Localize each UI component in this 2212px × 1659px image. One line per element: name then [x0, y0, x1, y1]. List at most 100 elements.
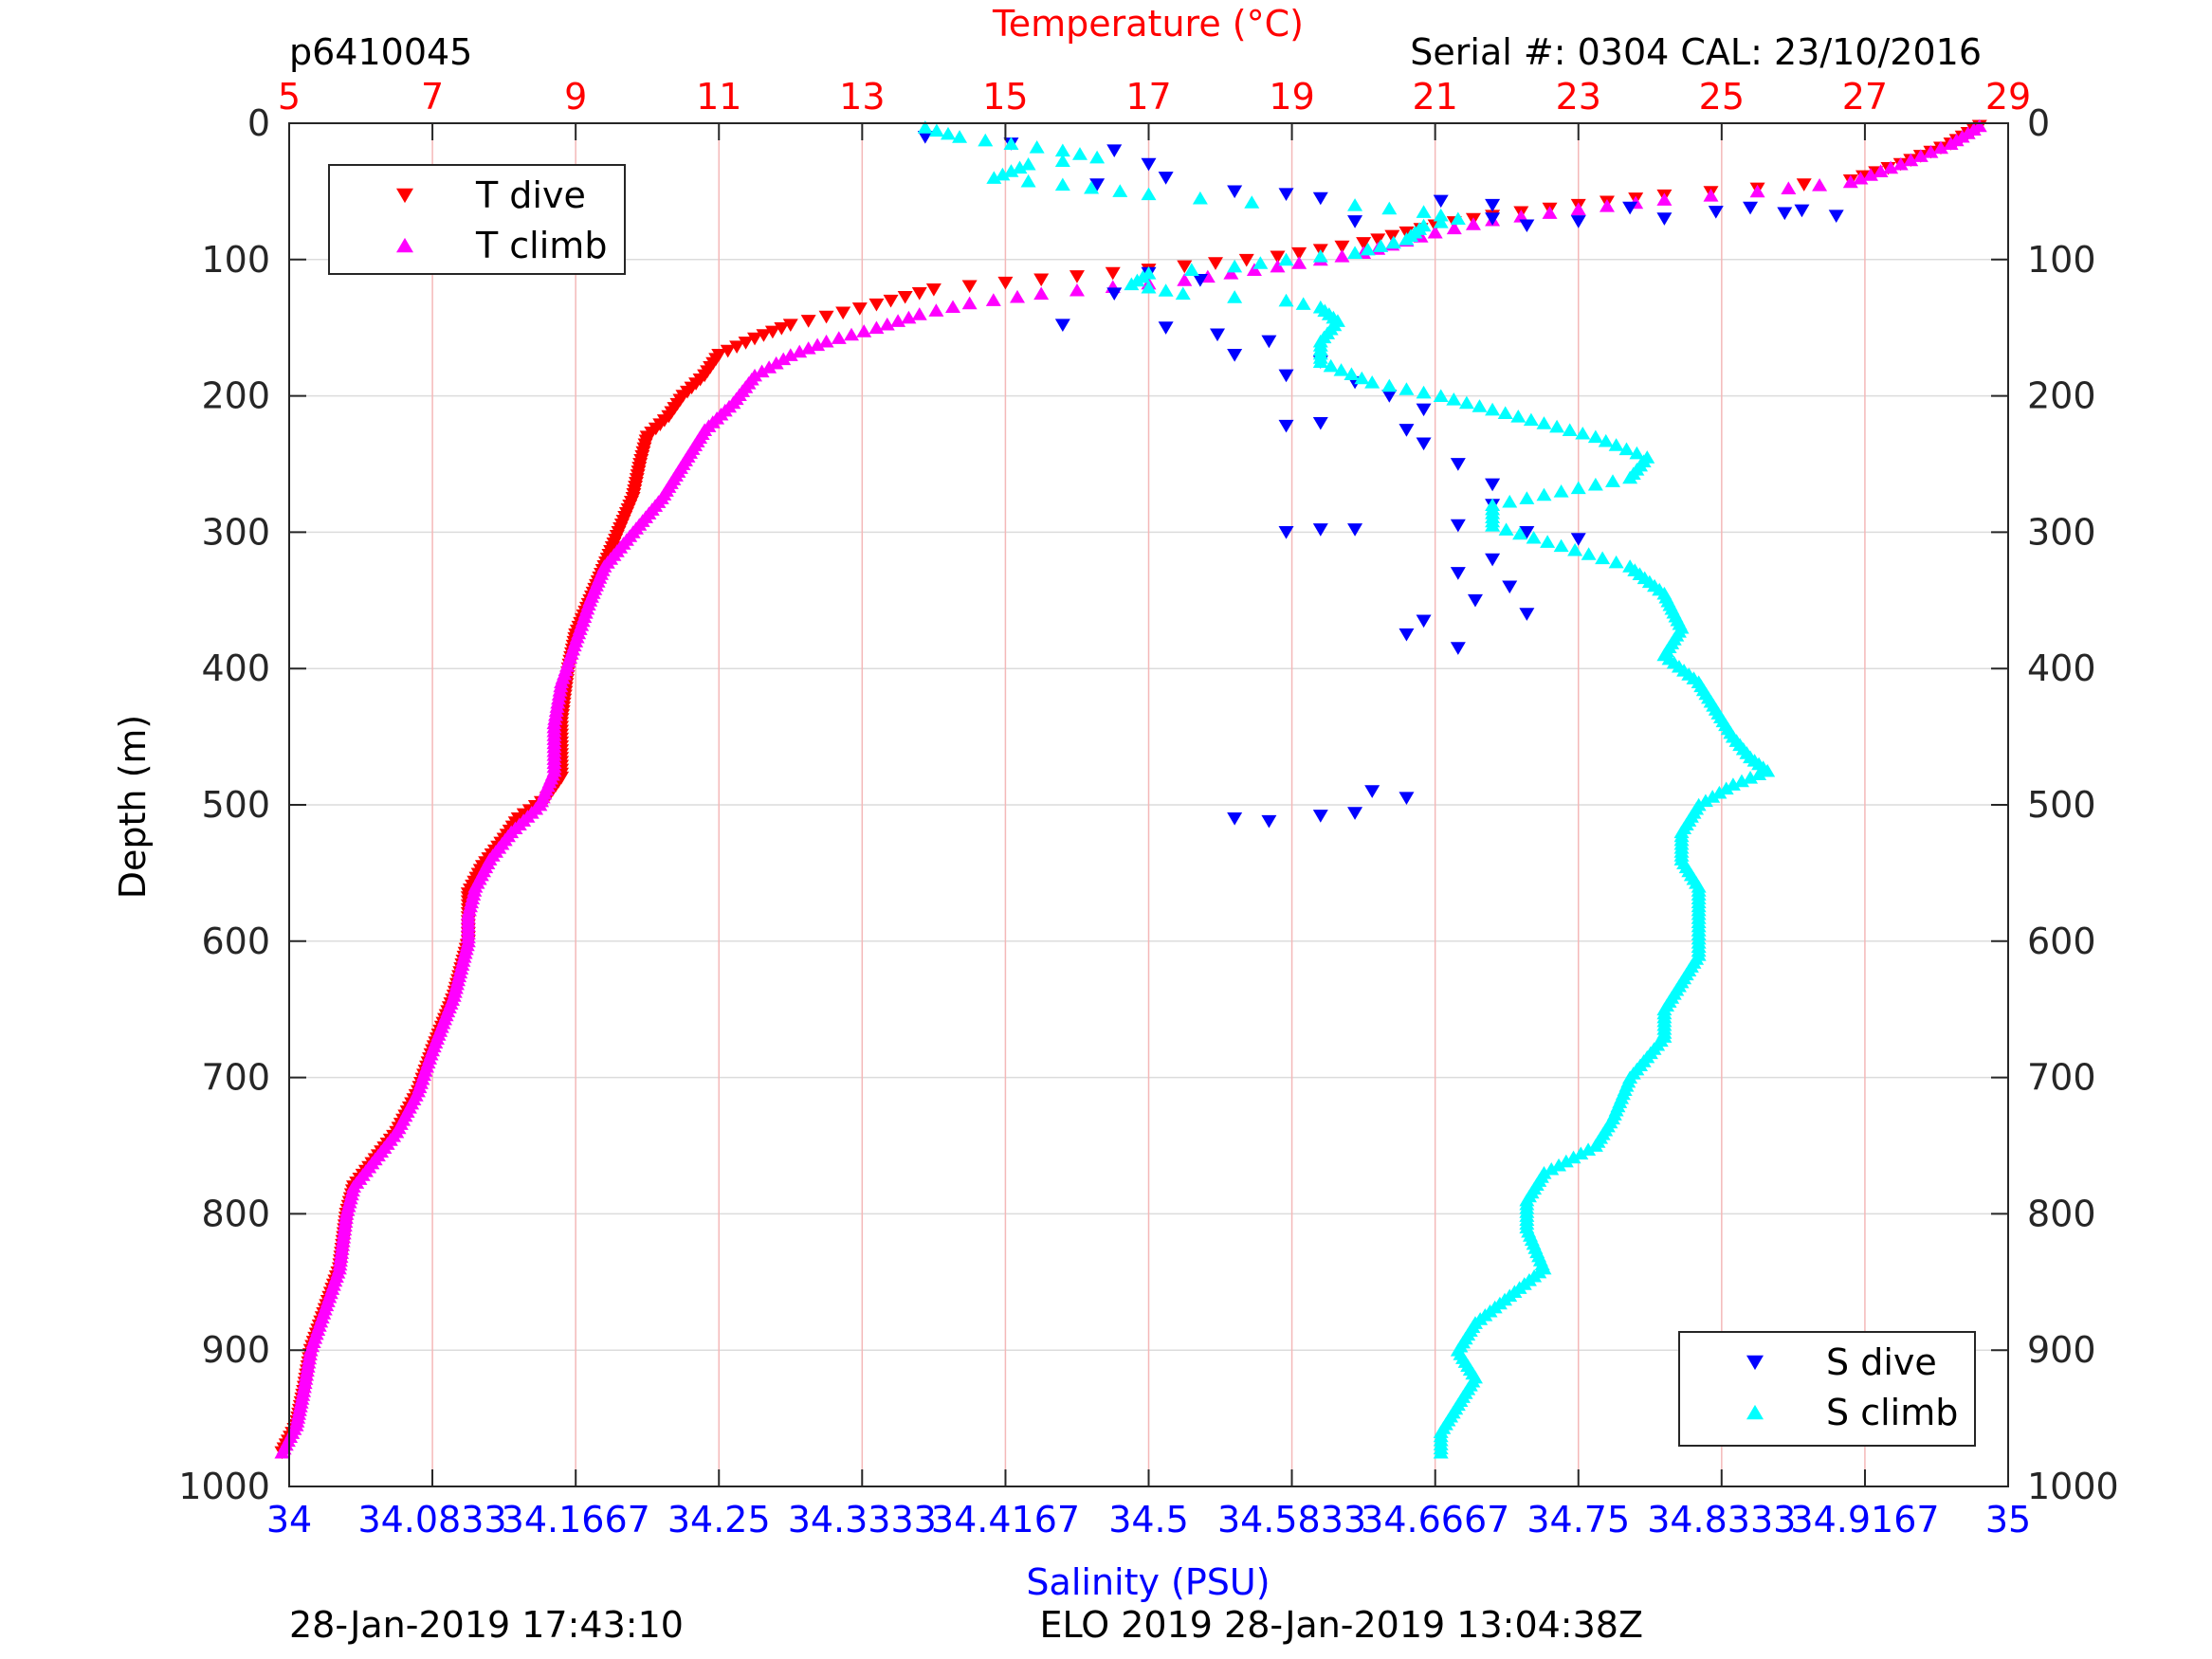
- sal-tick-label: 34.6667: [1361, 1499, 1509, 1540]
- sal-tick-label: 34.1667: [502, 1499, 650, 1540]
- y-tick-label-left: 800: [201, 1193, 270, 1234]
- data-point: [1575, 426, 1591, 440]
- temp-tick-label: 23: [1556, 76, 1601, 118]
- data-point: [1416, 403, 1432, 417]
- data-point: [1334, 249, 1350, 263]
- data-point: [1398, 792, 1415, 806]
- data-point: [1570, 215, 1586, 228]
- data-point: [1781, 181, 1797, 194]
- data-point: [1003, 164, 1019, 177]
- data-point: [1227, 259, 1243, 273]
- data-point: [1446, 221, 1462, 235]
- data-point: [1629, 446, 1645, 460]
- data-point: [720, 344, 736, 358]
- data-point: [1069, 283, 1085, 297]
- footer-timestamp: 28-Jan-2019 17:43:10: [289, 1604, 684, 1646]
- data-point: [1158, 283, 1174, 297]
- data-point: [747, 332, 763, 346]
- data-point: [1244, 195, 1260, 209]
- data-point: [800, 341, 816, 355]
- data-point: [1347, 198, 1363, 211]
- data-point: [856, 324, 872, 337]
- data-point: [1278, 293, 1294, 307]
- data-point: [792, 344, 808, 358]
- sal-tick-label: 34.3333: [788, 1499, 937, 1540]
- data-point: [917, 130, 933, 144]
- y-tick-label-right: 500: [2027, 784, 2096, 826]
- data-point: [1105, 266, 1121, 281]
- data-point: [1416, 205, 1432, 218]
- data-point: [800, 315, 816, 328]
- data-point: [1565, 1150, 1581, 1164]
- temp-tick-label: 17: [1125, 76, 1171, 118]
- data-point: [851, 302, 868, 316]
- data-point: [1106, 287, 1123, 301]
- data-point: [1223, 265, 1239, 280]
- data-point: [1354, 371, 1370, 385]
- data-point: [1544, 1161, 1560, 1176]
- legend-label: T climb: [475, 225, 607, 266]
- data-point: [1733, 774, 1749, 788]
- data-point: [1608, 438, 1624, 451]
- data-point: [1465, 217, 1481, 230]
- data-point: [1141, 187, 1157, 201]
- data-point: [1708, 206, 1724, 219]
- data-point: [1208, 257, 1224, 270]
- data-point: [1570, 481, 1586, 495]
- data-point: [868, 320, 885, 335]
- data-point: [274, 1445, 290, 1459]
- data-point: [1622, 201, 1638, 215]
- sal-tick-label: 34.4167: [931, 1499, 1080, 1540]
- data-point: [961, 280, 978, 294]
- y-tick-label-right: 200: [2027, 375, 2096, 417]
- legend-marker: [396, 237, 413, 253]
- data-point: [1467, 593, 1483, 608]
- data-point: [1364, 785, 1380, 798]
- legend-salinity: S dive S climb: [1678, 1331, 1976, 1447]
- data-point: [1278, 419, 1294, 433]
- data-point: [768, 356, 784, 370]
- data-point: [1312, 523, 1328, 537]
- data-point: [1536, 487, 1552, 501]
- temp-tick-label: 7: [421, 76, 444, 118]
- data-point: [844, 327, 860, 341]
- legend-marker: [1746, 1355, 1764, 1371]
- data-point: [1427, 225, 1443, 239]
- data-point: [1553, 538, 1569, 553]
- data-point: [890, 314, 906, 327]
- data-point: [776, 352, 792, 366]
- data-point: [1312, 355, 1328, 369]
- data-point: [729, 340, 745, 355]
- data-point: [1347, 215, 1363, 228]
- axes-layer: 0 0 100 100 200 200 300 300 400 400 500 500 600 600 70…: [178, 76, 2118, 1540]
- data-point: [1158, 321, 1174, 335]
- y-tick-label-right: 300: [2027, 511, 2096, 553]
- data-point: [1261, 814, 1277, 829]
- data-point: [1347, 807, 1363, 820]
- legend-box: [1678, 1331, 1976, 1447]
- data-point: [761, 360, 777, 374]
- data-point: [1177, 260, 1193, 274]
- sal-tick-label: 34.5833: [1217, 1499, 1366, 1540]
- data-point: [1502, 494, 1518, 508]
- data-point: [1570, 202, 1586, 215]
- data-point: [1278, 252, 1294, 266]
- series-s-dive: [917, 130, 1844, 829]
- data-point: [1553, 484, 1569, 498]
- data-point: [1054, 154, 1070, 167]
- y-tick-label-left: 500: [201, 784, 270, 826]
- data-point: [831, 331, 847, 344]
- data-point: [835, 306, 851, 320]
- legend-temperature: T dive T climb: [328, 164, 626, 275]
- data-point: [1450, 567, 1466, 580]
- data-point: [1581, 547, 1597, 560]
- data-point: [1510, 409, 1526, 423]
- data-point: [1433, 389, 1449, 402]
- data-point: [1278, 188, 1294, 201]
- data-point: [1883, 160, 1899, 174]
- data-point: [961, 296, 978, 310]
- legend-box: [328, 164, 626, 275]
- data-point: [1853, 171, 1869, 185]
- data-point: [1812, 177, 1828, 191]
- y-tick-label-left: 300: [201, 511, 270, 553]
